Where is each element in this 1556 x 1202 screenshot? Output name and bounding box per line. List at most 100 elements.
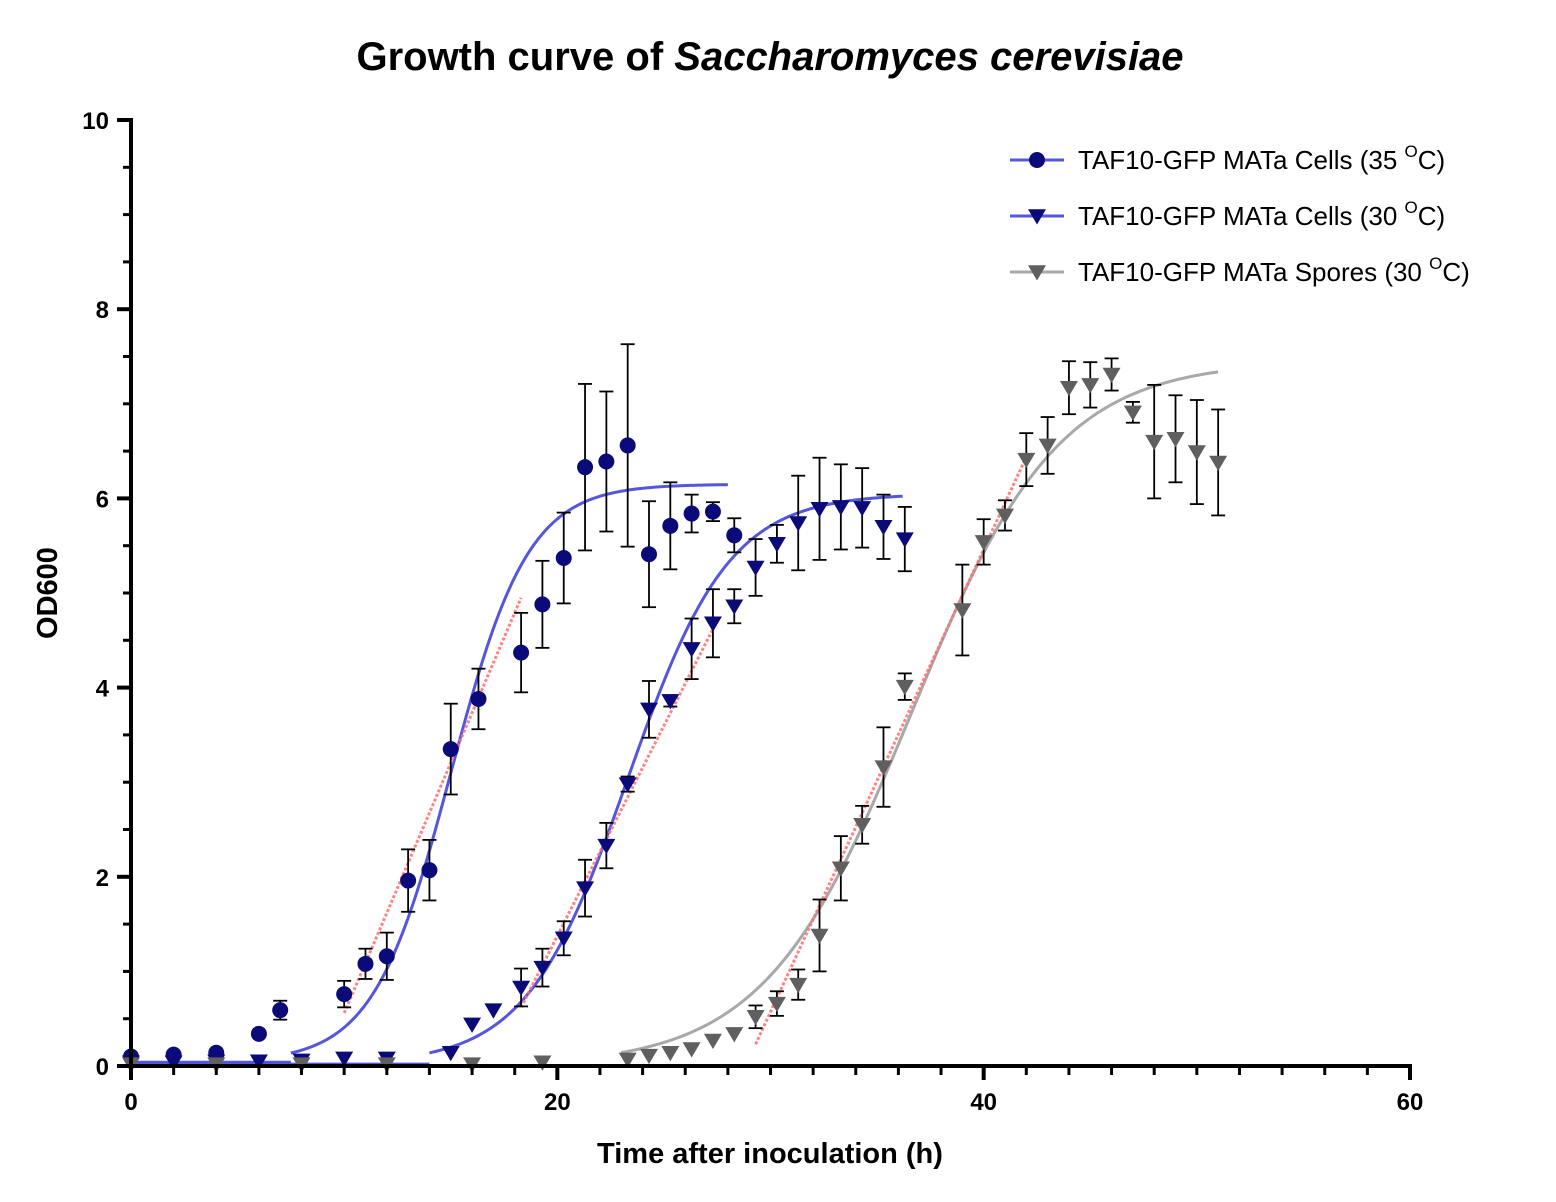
data-point (1209, 455, 1228, 472)
y-tick-label: 0 (96, 1054, 109, 1081)
series-1 (123, 343, 743, 1065)
data-point (874, 520, 893, 536)
data-point (661, 694, 680, 710)
legend-marker (1029, 152, 1045, 168)
data-point (974, 535, 993, 551)
data-point (895, 679, 914, 696)
data-point (577, 459, 594, 476)
data-point (400, 872, 417, 889)
data-point (661, 1046, 680, 1062)
data-point (725, 599, 744, 615)
data-point (1166, 432, 1185, 448)
y-tick-label: 6 (96, 486, 109, 513)
data-point (249, 1054, 268, 1070)
fit-curve-series-2 (429, 494, 903, 1055)
linear-fit-series-1 (342, 597, 523, 1014)
chart-title-italic: Saccharomyces cerevisiae (674, 35, 1183, 79)
x-axis-label: Time after inoculation (h) (597, 1138, 943, 1170)
data-point (704, 503, 721, 520)
y-axis-label: OD600 (32, 547, 64, 639)
axes: 0 20 40 60 0 2 4 6 8 10 (82, 108, 1423, 1116)
linear-fit-series-3 (754, 456, 1028, 1045)
plot-area (122, 343, 1228, 1073)
data-point (1145, 434, 1164, 451)
data-point (335, 1051, 354, 1067)
data-point (597, 838, 616, 855)
legend-item-3: TAF10-GFP MATa Spores (30 OC) (1010, 254, 1470, 287)
data-point (767, 996, 786, 1013)
data-point (534, 596, 551, 613)
legend-label-suffix: C) (1442, 257, 1469, 287)
data-point (378, 948, 395, 965)
data-point (683, 505, 700, 522)
legend-marker (1028, 265, 1046, 281)
legend-label-text: TAF10-GFP MATa Spores (30 (1078, 257, 1429, 287)
data-point (831, 861, 850, 877)
data-point (810, 502, 829, 518)
data-point (895, 532, 914, 548)
legend-item-2: TAF10-GFP MATa Cells (30 OC) (1010, 198, 1445, 231)
data-point (1059, 380, 1078, 397)
data-point (789, 977, 808, 994)
data-point (164, 1055, 183, 1071)
linear-fit-series-2 (519, 628, 715, 1009)
data-point (576, 881, 595, 897)
legend: TAF10-GFP MATa Cells (35 OC)TAF10-GFP MA… (1010, 142, 1470, 287)
data-point (703, 1033, 722, 1050)
data-point (421, 862, 438, 879)
data-point (853, 818, 872, 834)
legend-label-suffix: C) (1418, 145, 1445, 175)
data-point (995, 508, 1014, 524)
data-point (1038, 438, 1057, 454)
data-point (463, 1017, 482, 1033)
series-3 (122, 357, 1228, 1073)
data-point (874, 760, 893, 776)
legend-marker (1028, 209, 1046, 225)
data-point (640, 546, 657, 563)
data-point (441, 1046, 460, 1062)
x-tick-label: 20 (544, 1089, 571, 1116)
data-point (746, 560, 765, 577)
data-point (618, 1052, 637, 1068)
data-point (831, 500, 850, 516)
data-point (272, 1002, 289, 1019)
data-point (789, 516, 808, 532)
data-point (554, 931, 573, 947)
data-point (639, 1048, 658, 1065)
x-tick-label: 0 (124, 1089, 137, 1116)
y-tick-label: 8 (96, 297, 109, 324)
data-point (533, 1055, 552, 1071)
legend-label-text: TAF10-GFP MATa Cells (30 (1078, 201, 1405, 231)
x-tick-label: 60 (1397, 1089, 1424, 1116)
data-point (726, 527, 743, 544)
legend-label-suffix: C) (1418, 201, 1445, 231)
chart-title: Growth curve of Saccharomyces cerevisiae (356, 35, 1183, 79)
data-point (703, 616, 722, 632)
data-point (1081, 378, 1100, 394)
data-point (853, 501, 872, 517)
data-point (810, 928, 829, 945)
data-point (533, 960, 552, 977)
fit-curve-series-3 (621, 370, 1219, 1055)
y-tick-label: 4 (96, 676, 110, 703)
y-tick-label: 10 (82, 108, 109, 135)
data-point (598, 453, 615, 470)
data-point (725, 1027, 744, 1043)
data-point (484, 1003, 503, 1019)
data-point (746, 1010, 765, 1026)
data-point (662, 517, 679, 534)
chart-title-text: Growth curve of (356, 35, 674, 79)
data-point (1187, 445, 1206, 461)
data-point (512, 980, 531, 997)
data-point (513, 644, 530, 661)
y-tick-label: 2 (96, 865, 109, 892)
data-point (336, 986, 353, 1003)
data-point (682, 642, 701, 658)
legend-label-sup: O (1405, 142, 1418, 161)
data-point (250, 1025, 267, 1042)
data-point (555, 549, 572, 566)
data-point (953, 603, 972, 619)
x-tick-label: 40 (970, 1089, 997, 1116)
legend-label-sup: O (1405, 198, 1418, 217)
